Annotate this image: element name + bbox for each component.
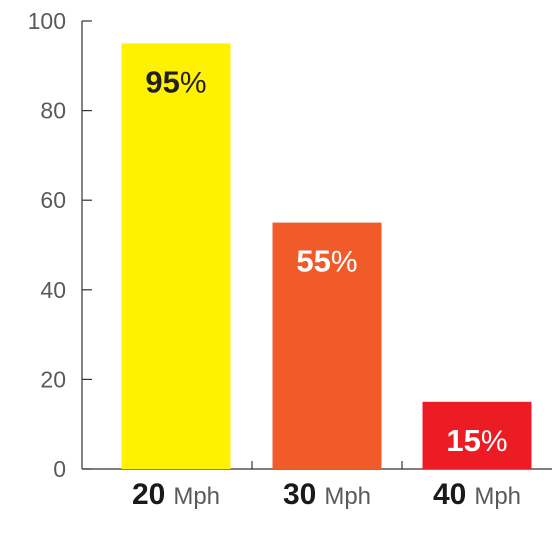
bar bbox=[121, 43, 231, 470]
y-tick-label: 40 bbox=[40, 277, 66, 303]
bar bbox=[272, 222, 382, 469]
category-number: 40 bbox=[433, 478, 466, 511]
y-tick-label: 0 bbox=[53, 456, 66, 482]
y-tick-label: 60 bbox=[40, 187, 66, 213]
category-label: 30 Mph bbox=[283, 478, 371, 511]
bar-value-number: 15 bbox=[446, 423, 480, 458]
bar-value-number: 95 bbox=[145, 64, 179, 99]
category-number: 20 bbox=[132, 478, 165, 511]
category-labels: 20 Mph 30 Mph 40 Mph bbox=[132, 478, 521, 511]
category-unit: Mph bbox=[173, 483, 220, 510]
bar-value-number: 55 bbox=[296, 244, 330, 279]
y-tick-label: 20 bbox=[40, 366, 66, 392]
category-label: 20 Mph bbox=[132, 478, 220, 511]
y-axis: 0 20 40 60 80 100 bbox=[28, 8, 92, 482]
bar bbox=[422, 401, 532, 469]
bar-value-percent: % bbox=[331, 246, 358, 279]
y-tick-label: 100 bbox=[28, 8, 66, 34]
category-unit: Mph bbox=[474, 483, 521, 510]
bar-value-label: 95% bbox=[145, 64, 206, 99]
bar-value-label: 55% bbox=[296, 244, 357, 279]
bar-value-label: 15% bbox=[446, 423, 507, 458]
bar-value-percent: % bbox=[180, 66, 207, 99]
category-label: 40 Mph bbox=[433, 478, 521, 511]
data-labels: 95%55%15% bbox=[145, 64, 507, 457]
bars bbox=[121, 43, 532, 470]
category-number: 30 bbox=[283, 478, 316, 511]
category-unit: Mph bbox=[324, 483, 371, 510]
y-tick-label: 80 bbox=[40, 98, 66, 124]
bar-value-percent: % bbox=[481, 425, 508, 458]
